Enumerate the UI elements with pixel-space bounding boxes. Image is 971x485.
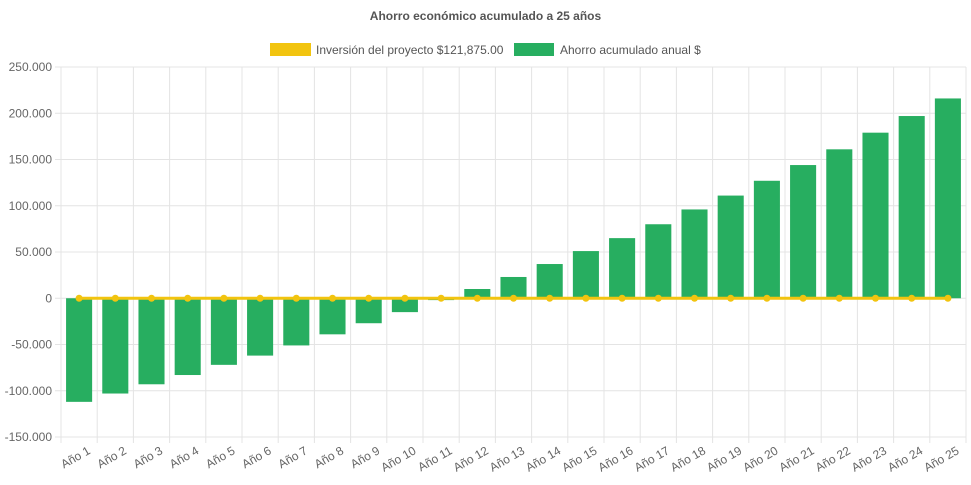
- investment-point[interactable]: [220, 294, 228, 302]
- investment-point[interactable]: [872, 294, 879, 302]
- savings-bar[interactable]: [717, 195, 744, 299]
- investment-point[interactable]: [437, 294, 445, 302]
- savings-bar[interactable]: [862, 132, 889, 299]
- investment-point[interactable]: [473, 294, 481, 302]
- x-tick-label: Año 4: [167, 443, 201, 471]
- x-tick-label: Año 15: [559, 443, 599, 474]
- x-tick-label: Año 10: [378, 443, 418, 474]
- x-tick-label: Año 9: [348, 443, 382, 471]
- y-tick-label: -150.000: [5, 430, 53, 444]
- investment-point[interactable]: [292, 294, 300, 302]
- y-tick-label: 200.000: [9, 106, 53, 120]
- savings-bar[interactable]: [609, 238, 636, 299]
- investment-point[interactable]: [654, 294, 662, 302]
- legend-label-savings[interactable]: Ahorro acumulado anual $: [560, 43, 701, 57]
- investment-point[interactable]: [510, 294, 517, 302]
- savings-bar[interactable]: [753, 180, 780, 299]
- investment-point[interactable]: [401, 294, 409, 302]
- savings-bar[interactable]: [898, 116, 925, 299]
- legend-swatch-savings[interactable]: [514, 43, 554, 56]
- chart-title: Ahorro económico acumulado a 25 años: [370, 9, 602, 23]
- investment-point[interactable]: [763, 294, 771, 302]
- savings-bar[interactable]: [102, 298, 129, 394]
- legend-label-investment[interactable]: Inversión del proyecto $121,875.00: [316, 43, 504, 57]
- investment-line-layer: [75, 294, 952, 302]
- y-tick-label: 100.000: [9, 199, 53, 213]
- x-tick-label: Año 14: [523, 443, 563, 474]
- y-tick-label: 0: [45, 291, 52, 305]
- savings-bar[interactable]: [355, 298, 382, 324]
- investment-point[interactable]: [799, 294, 807, 302]
- y-tick-label: -100.000: [5, 384, 53, 398]
- savings-bar[interactable]: [645, 224, 672, 299]
- x-tick-label: Año 8: [312, 443, 346, 471]
- x-tick-label: Año 7: [276, 443, 310, 471]
- x-tick-label: Año 13: [487, 443, 527, 474]
- investment-point[interactable]: [835, 294, 843, 302]
- savings-bar[interactable]: [391, 298, 418, 313]
- savings-bar[interactable]: [66, 298, 93, 402]
- x-tick-label: Año 18: [668, 443, 708, 474]
- x-gridlines: [60, 67, 967, 443]
- savings-bar[interactable]: [934, 98, 961, 299]
- x-tick-label: Año 24: [885, 443, 925, 474]
- x-tick-label: Año 17: [632, 443, 672, 474]
- savings-bar[interactable]: [500, 276, 527, 299]
- x-tick-label: Año 6: [239, 443, 273, 471]
- legend[interactable]: Inversión del proyecto $121,875.00 Ahorr…: [270, 43, 701, 57]
- x-tick-label: Año 1: [58, 443, 92, 471]
- investment-point[interactable]: [111, 294, 119, 302]
- savings-bar[interactable]: [138, 298, 165, 385]
- investment-point[interactable]: [691, 294, 698, 302]
- y-tick-label: 150.000: [9, 153, 53, 167]
- investment-point[interactable]: [618, 294, 626, 302]
- y-tick-label: 50.000: [15, 245, 52, 259]
- x-tick-label: Año 3: [131, 443, 165, 471]
- savings-bar[interactable]: [247, 298, 274, 356]
- investment-point[interactable]: [908, 294, 916, 302]
- legend-swatch-investment[interactable]: [270, 43, 311, 56]
- savings-bar[interactable]: [174, 298, 201, 376]
- savings-bar[interactable]: [536, 264, 563, 299]
- savings-bar[interactable]: [572, 251, 599, 299]
- x-tick-label: Año 23: [849, 443, 889, 474]
- y-tick-label: 250.000: [9, 60, 53, 74]
- x-tick-label: Año 20: [740, 443, 780, 474]
- savings-bar[interactable]: [790, 165, 817, 299]
- investment-point[interactable]: [329, 294, 336, 302]
- savings-bar[interactable]: [464, 289, 491, 299]
- savings-bar[interactable]: [826, 149, 853, 299]
- investment-point[interactable]: [944, 294, 952, 302]
- savings-bar[interactable]: [681, 209, 708, 299]
- x-tick-label: Año 12: [451, 443, 491, 474]
- x-tick-label: Año 25: [921, 443, 961, 474]
- investment-point[interactable]: [256, 294, 264, 302]
- y-axis-ticks: 250.000 200.000 150.000 100.000 50.000 0 -50.0…: [5, 60, 53, 444]
- x-tick-label: Año 5: [203, 443, 237, 471]
- x-tick-label: Año 2: [95, 443, 129, 471]
- investment-point[interactable]: [184, 294, 192, 302]
- x-tick-label: Año 22: [813, 443, 853, 474]
- savings-bars: [66, 98, 961, 402]
- y-tick-label: -50.000: [11, 338, 52, 352]
- investment-point[interactable]: [727, 294, 735, 302]
- x-tick-label: Año 11: [415, 443, 454, 474]
- savings-bar[interactable]: [319, 298, 346, 335]
- x-tick-label: Año 21: [777, 443, 817, 474]
- investment-point[interactable]: [546, 294, 554, 302]
- x-axis-ticks: Año 1 Año 2 Año 3 Año 4 Año 5 Año 6 Año 7 Año 8…: [58, 443, 961, 474]
- x-tick-label: Año 16: [596, 443, 636, 474]
- x-tick-label: Año 19: [704, 443, 744, 474]
- savings-bar[interactable]: [210, 298, 237, 365]
- investment-point[interactable]: [148, 294, 155, 302]
- investment-point[interactable]: [75, 294, 83, 302]
- savings-bar[interactable]: [283, 298, 310, 346]
- investment-point[interactable]: [582, 294, 590, 302]
- investment-point[interactable]: [365, 294, 373, 302]
